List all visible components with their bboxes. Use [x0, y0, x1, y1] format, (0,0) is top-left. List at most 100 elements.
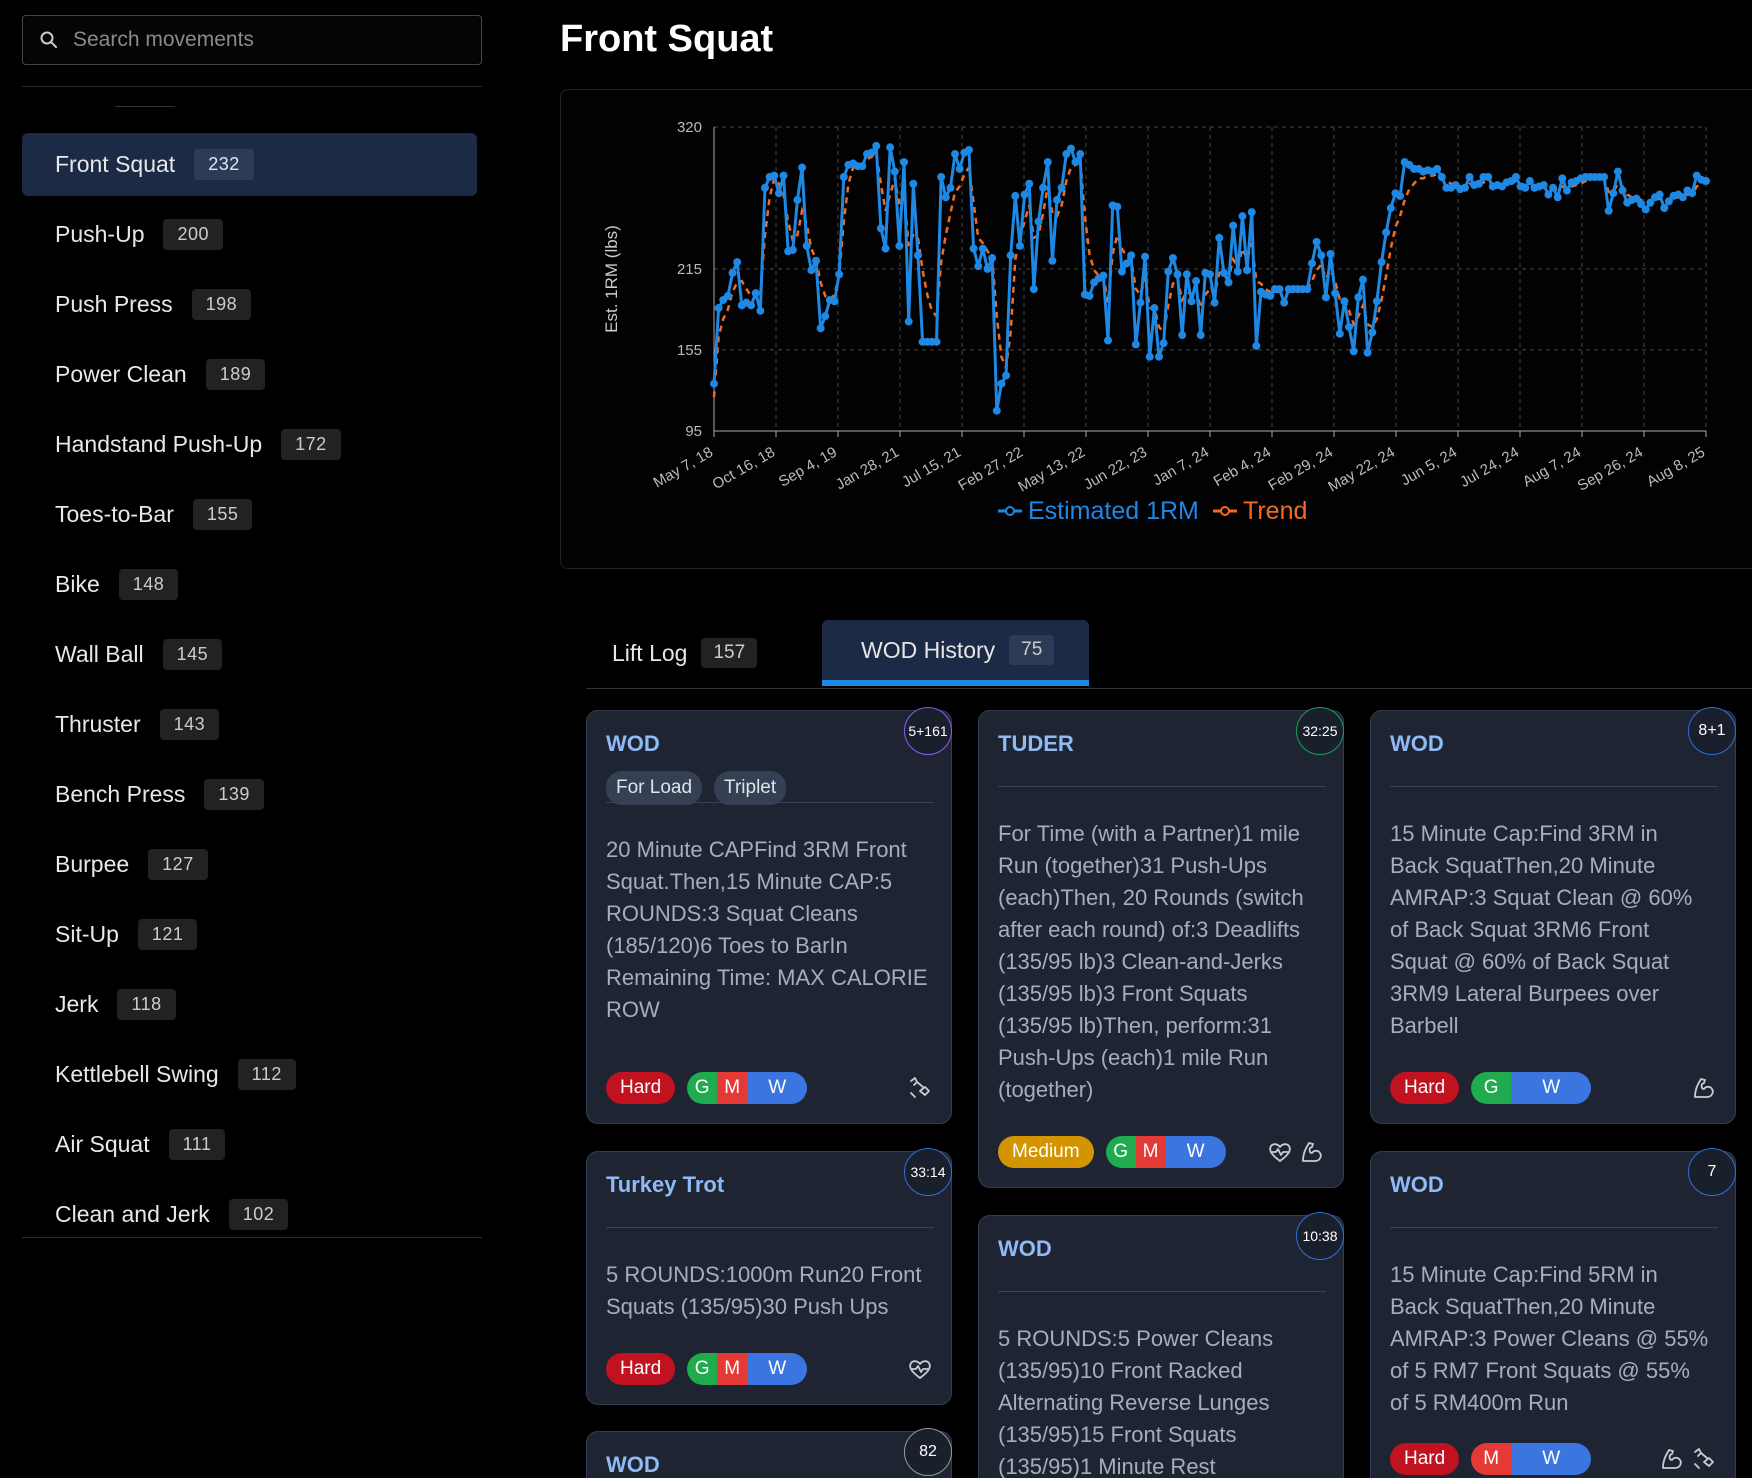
sidebar-item-jerk[interactable]: Jerk 118	[22, 973, 477, 1036]
card-divider	[1390, 786, 1718, 787]
data-point	[807, 266, 816, 275]
card-divider	[606, 1227, 934, 1228]
data-point	[1544, 190, 1553, 199]
data-point	[858, 162, 867, 171]
sidebar-item-bike[interactable]: Bike 148	[22, 553, 477, 616]
wod-score-badge: 32:25	[1296, 707, 1344, 755]
movement-count-badge: 189	[205, 359, 266, 390]
sidebar-item-burpee[interactable]: Burpee 127	[22, 833, 477, 896]
data-point	[1229, 221, 1238, 230]
wod-description-line: (135/95)1 Minute Rest	[998, 1454, 1216, 1478]
data-point	[1104, 336, 1113, 345]
data-point	[1609, 189, 1618, 198]
data-point	[1131, 340, 1140, 349]
wod-score-badge: 33:14	[904, 1148, 952, 1196]
heartbeat-icon	[909, 1360, 931, 1379]
data-point	[839, 172, 848, 181]
sidebar-item-toes-to-bar[interactable]: Toes-to-Bar 155	[22, 483, 477, 546]
data-point	[1224, 278, 1233, 287]
data-point	[1159, 339, 1168, 348]
sidebar-item-kettlebell-swing[interactable]: Kettlebell Swing 112	[22, 1043, 477, 1106]
wod-card[interactable]: WOD 5 ROUNDS:5 Power Cleans (135/95)10 Fro…	[978, 1215, 1344, 1478]
wod-description-line: Barbell	[1390, 1013, 1459, 1038]
data-point	[816, 324, 825, 333]
wod-description-line: of 5 RM400m Run	[1390, 1390, 1569, 1415]
movement-count-badge: 112	[237, 1059, 296, 1090]
sidebar-item-wall-ball[interactable]: Wall Ball 145	[22, 623, 477, 686]
sidebar-item-handstand-push-up[interactable]: Handstand Push-Up 172	[22, 413, 477, 476]
data-point	[904, 317, 913, 326]
wod-card[interactable]: WOD For Load Triplet 20 Minute CAPFind 3RM …	[586, 710, 952, 1124]
data-point	[955, 164, 964, 173]
wod-description-line: 5 ROUNDS:1000m Run20 Front	[606, 1262, 922, 1287]
sidebar-item-push-press[interactable]: Push Press 198	[22, 273, 477, 336]
wod-description-line: of Back Squat 3RM6 Front	[1390, 917, 1650, 942]
wod-title: WOD	[1390, 731, 1444, 756]
wod-tag: For Load	[606, 771, 703, 805]
tab-label: Lift Log	[612, 639, 688, 666]
data-point	[951, 150, 960, 159]
data-point	[1340, 297, 1349, 306]
movement-name: Toes-to-Bar	[55, 501, 174, 527]
wod-description-line: (135/95 lb)3 Front Squats	[998, 981, 1248, 1006]
heartbeat-icon	[1269, 1143, 1291, 1162]
data-point	[1076, 150, 1085, 159]
movement-count-badge: 198	[191, 289, 252, 320]
wod-card[interactable]: WOD	[586, 1431, 952, 1478]
modality-g: G	[687, 1072, 718, 1104]
wod-title: WOD	[606, 1452, 660, 1477]
movement-name: Wall Ball	[55, 641, 144, 667]
data-point	[1182, 270, 1191, 279]
data-point	[1136, 298, 1145, 307]
wod-description-line: 15 Minute Cap:Find 5RM in	[1390, 1262, 1658, 1287]
data-point	[830, 297, 839, 306]
tab-wod-history[interactable]: WOD History 75	[822, 620, 1089, 686]
x-tick-label: Jan 28, 21	[833, 444, 902, 494]
data-point	[1604, 206, 1613, 215]
wod-card[interactable]: TUDER For Time (with a Partner)1 mile Run …	[978, 710, 1344, 1188]
data-point	[1247, 208, 1256, 217]
wod-title: Turkey Trot	[606, 1172, 725, 1197]
sidebar-item-power-clean[interactable]: Power Clean 189	[22, 343, 477, 406]
x-tick-label: Feb 4, 24	[1211, 444, 1274, 490]
tab-lift-log[interactable]: Lift Log 157	[586, 620, 783, 686]
sidebar-item-clean-and-jerk[interactable]: Clean and Jerk 102	[22, 1183, 477, 1246]
wod-footer: Hard G M W	[606, 1353, 808, 1385]
wod-card[interactable]: WOD 15 Minute Cap:Find 5RM in Back SquatTh…	[1370, 1151, 1736, 1478]
wod-footer: Hard G W	[1390, 1072, 1592, 1104]
wod-card[interactable]: WOD 15 Minute Cap:Find 3RM in Back SquatTh…	[1370, 710, 1736, 1124]
sidebar-item-front-squat[interactable]: Front Squat 232	[22, 133, 477, 196]
modality-w: W	[1511, 1072, 1592, 1104]
search-box[interactable]	[22, 15, 482, 65]
movement-name: Kettlebell Swing	[55, 1061, 219, 1087]
x-tick-label: Jun 5, 24	[1398, 444, 1460, 490]
sidebar-item-air-squat[interactable]: Air Squat 111	[22, 1113, 477, 1176]
data-point	[760, 183, 769, 192]
legend-label-estimated-1rm[interactable]: Estimated 1RM	[1028, 497, 1199, 525]
search-input[interactable]	[73, 28, 453, 52]
sidebar-item-bench-press[interactable]: Bench Press 139	[22, 763, 477, 826]
sidebar-item-sit-up[interactable]: Sit-Up 121	[22, 903, 477, 966]
data-point	[1335, 329, 1344, 338]
wod-description-line: Back SquatThen,20 Minute	[1390, 1294, 1656, 1319]
card-divider	[1390, 1227, 1718, 1228]
x-tick-label: Feb 27, 22	[955, 444, 1026, 495]
sidebar-item-thruster[interactable]: Thruster 143	[22, 693, 477, 756]
movement-count-badge: 145	[162, 639, 223, 670]
sidebar-item-push-up[interactable]: Push-Up 200	[22, 203, 477, 266]
data-point	[821, 312, 830, 321]
wod-title: WOD	[998, 1236, 1052, 1261]
wod-description-line: (135/95)10 Front Racked	[998, 1358, 1243, 1383]
wod-card[interactable]: Turkey Trot 5 ROUNDS:1000m Run20 Front Squ…	[586, 1151, 952, 1405]
data-point	[1219, 268, 1228, 277]
data-point	[1192, 277, 1201, 286]
data-point	[1053, 195, 1062, 204]
data-point	[1553, 193, 1562, 202]
x-tick-label: Feb 29, 24	[1265, 444, 1336, 495]
x-tick-label: Jul 15, 21	[899, 444, 964, 491]
movement-count-badge: 232	[194, 149, 254, 180]
legend-label-trend[interactable]: Trend	[1243, 497, 1307, 525]
